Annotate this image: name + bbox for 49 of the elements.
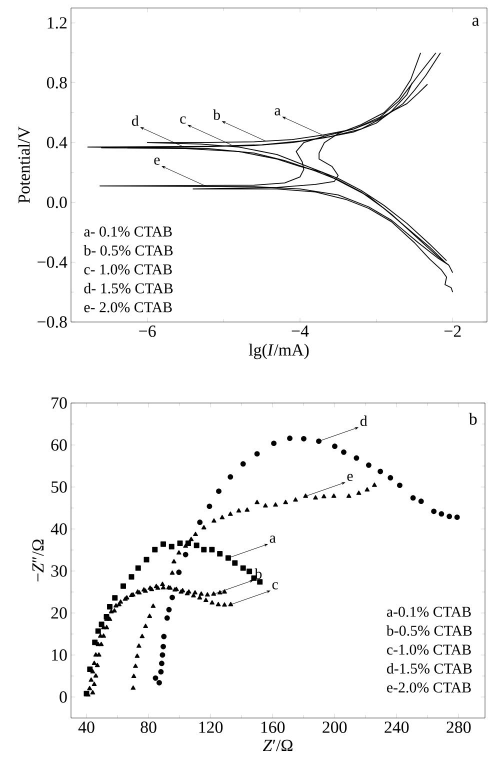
annotation: c- 1.0% CTAB xyxy=(84,264,172,275)
y-tick-label: 10 xyxy=(52,649,67,661)
annotation: e xyxy=(154,158,160,165)
x-tick-label: 200 xyxy=(322,722,347,733)
y-tick-label: 70 xyxy=(52,397,67,409)
y-tick-label: 60 xyxy=(51,439,67,451)
y-axis-title: Potential/V xyxy=(18,126,30,204)
annotation: c xyxy=(272,582,278,590)
x-tick-label: 280 xyxy=(446,722,471,733)
y-tick-label: 0 xyxy=(60,691,67,703)
y-axis-title: −Z″/Ω xyxy=(32,540,44,582)
annotation: d-1.5% CTAB xyxy=(386,663,472,674)
annotation: d xyxy=(360,416,368,426)
y-tick-label: 0.4 xyxy=(46,136,68,148)
chart-title: a xyxy=(472,18,480,26)
x-tick-label: −2 xyxy=(444,326,461,337)
chart-title: b xyxy=(468,412,477,425)
annotation: b-0.5% CTAB xyxy=(386,625,472,636)
x-tick-label: 80 xyxy=(140,722,156,733)
x-tick-label: −4 xyxy=(292,326,309,337)
y-tick-label: −0.8 xyxy=(38,316,67,328)
annotation: a xyxy=(274,108,281,116)
x-axis-title: lg(I/mA) xyxy=(248,344,309,360)
annotation: c xyxy=(180,116,186,124)
annotation: a xyxy=(270,536,276,543)
x-tick-label: 160 xyxy=(261,722,285,733)
y-tick-label: 0.0 xyxy=(46,196,67,208)
annotation: e-2.0% CTAB xyxy=(386,682,471,693)
annotation: d xyxy=(132,115,139,126)
x-tick-label: 240 xyxy=(384,722,409,733)
x-axis-title: Z′/Ω xyxy=(262,740,292,752)
x-tick-label: −6 xyxy=(139,326,156,337)
y-tick-label: 50 xyxy=(52,481,67,493)
y-tick-label: 1.2 xyxy=(48,17,67,29)
x-tick-label: 40 xyxy=(78,722,94,733)
annotation: a-0.1% CTAB xyxy=(386,606,471,617)
y-tick-label: 40 xyxy=(50,523,67,535)
annotation: e xyxy=(347,474,353,482)
x-tick-label: 120 xyxy=(199,722,223,733)
annotation: d- 1.5% CTAB xyxy=(84,282,173,294)
annotation: b- 0.5% CTAB xyxy=(84,245,173,256)
annotation: b xyxy=(213,109,220,120)
annotation: e- 2.0% CTAB xyxy=(84,302,172,312)
y-tick-label: −0.4 xyxy=(38,256,68,268)
y-tick-label: 0.8 xyxy=(46,77,67,88)
annotation: c-1.0% CTAB xyxy=(386,644,471,655)
y-tick-label: 30 xyxy=(51,565,67,577)
annotation: a- 0.1% CTAB xyxy=(84,226,172,237)
y-tick-label: 20 xyxy=(51,607,67,619)
